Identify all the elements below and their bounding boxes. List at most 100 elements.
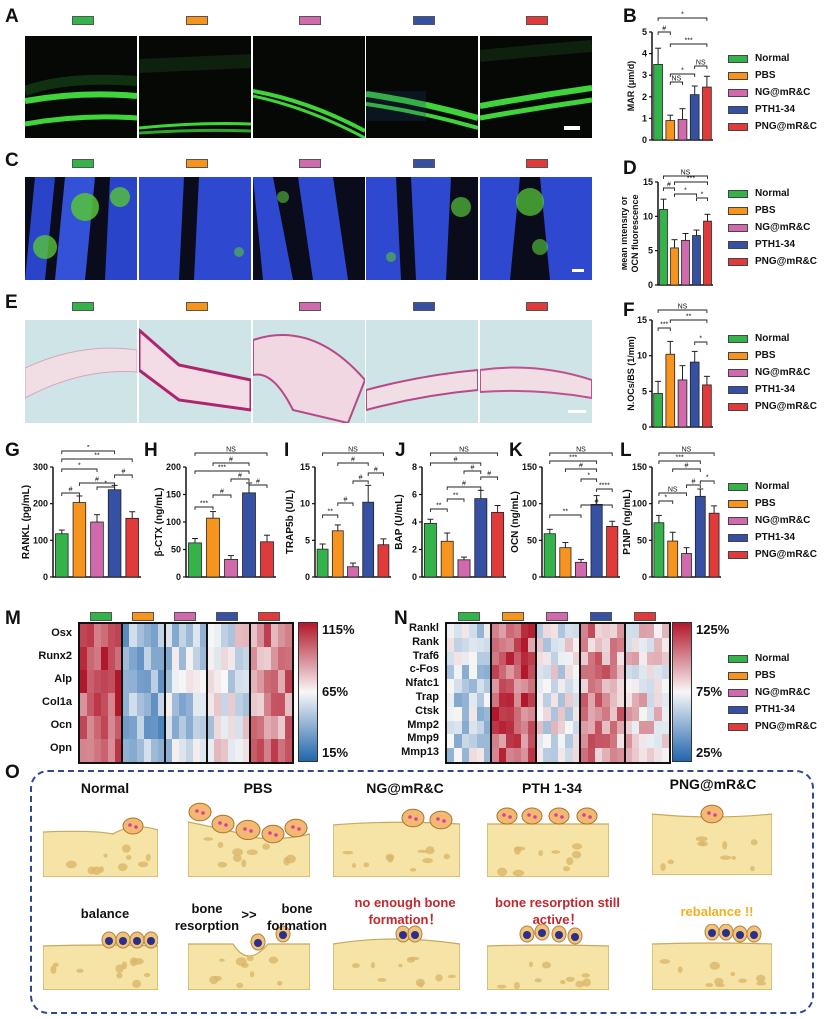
heatmap-cell — [558, 637, 566, 653]
heatmap-cell — [521, 706, 529, 722]
legend-entry: PTH1-34 — [728, 236, 817, 253]
strip-ng — [546, 612, 568, 621]
significance-bracket — [657, 327, 671, 331]
heatmap-cell — [242, 739, 251, 762]
heatmap-cell — [484, 693, 492, 708]
heatmap-cell — [193, 739, 201, 762]
bone-matrix — [652, 813, 772, 875]
heatmap-cell — [87, 624, 95, 648]
heatmap-cell — [617, 637, 626, 653]
heatmap-cell — [550, 637, 559, 653]
heatmap-cell — [178, 739, 187, 762]
heatmap-cell — [609, 693, 618, 708]
y-tick-label: 50 — [171, 545, 181, 555]
heatmap-cell — [249, 624, 258, 648]
bone-pore — [246, 955, 254, 962]
bone-pore — [562, 866, 571, 872]
heatmap-cell — [129, 716, 138, 740]
heatmap-cell — [171, 739, 180, 762]
heatmap-cell — [454, 748, 463, 762]
bone-pore — [538, 850, 543, 857]
bone-pore — [417, 849, 428, 853]
caption-balance: balance — [80, 906, 130, 921]
bone-pore — [705, 982, 714, 988]
heatmap-cell — [595, 720, 603, 735]
y-axis-label: P1NP (ng/mL) — [622, 489, 633, 554]
y-tick-label: 10 — [300, 499, 310, 509]
heatmap-cell — [186, 647, 194, 671]
bone-pore — [262, 843, 270, 850]
heatmap-cell — [270, 716, 279, 740]
bar-pbs — [331, 530, 344, 578]
heatmap-cell — [242, 647, 251, 671]
bone-pore — [217, 861, 228, 868]
micro-e-png — [480, 320, 592, 423]
heatmap-cell — [277, 647, 286, 671]
bone-pore — [76, 968, 84, 973]
significance-label: ** — [563, 509, 569, 516]
y-tick-label: 50 — [527, 535, 537, 545]
strip-pbs — [502, 612, 524, 621]
heatmap-cell — [469, 637, 478, 653]
legend-label: PBS — [755, 350, 776, 361]
bar-pth1-34 — [242, 492, 256, 578]
significance-bracket — [114, 474, 133, 478]
osteoblast-nucleus — [555, 931, 563, 939]
strip-pbs — [186, 159, 208, 168]
bar-png-mr-c — [125, 517, 139, 578]
heatmap-cell — [101, 693, 109, 717]
osteoclast — [235, 819, 261, 841]
heatmap-cell — [528, 637, 537, 653]
heatmap-cell — [632, 748, 640, 762]
heatmap-cell — [646, 706, 655, 722]
osteoclast-nucleus — [297, 827, 301, 831]
heatmap-cell — [624, 734, 633, 749]
heatmap-cell — [242, 716, 251, 740]
heatmap-cell — [565, 665, 574, 680]
significance-label: *** — [200, 501, 208, 508]
heatmap-cell — [108, 716, 116, 740]
bar-normal — [55, 533, 69, 578]
bar-png-mr-c — [703, 220, 712, 286]
heatmap-cell — [200, 693, 208, 717]
y-tick-label: 0 — [176, 572, 181, 582]
scene-pth-top — [487, 807, 609, 877]
bone-pore — [738, 978, 748, 983]
heatmap-cell — [157, 693, 166, 717]
y-tick-label: 0 — [532, 572, 537, 582]
significance-bracket — [699, 480, 715, 484]
significance-label: # — [351, 457, 355, 464]
heatmap-cell — [122, 739, 130, 762]
bone-pore — [103, 853, 108, 858]
significance-label: NS — [226, 447, 236, 454]
heatmap-cell — [143, 693, 152, 717]
heatmap-cell — [447, 706, 455, 722]
heatmap-cell — [528, 651, 537, 666]
heatmap-cell — [94, 739, 102, 762]
heatmap-cell — [654, 624, 663, 639]
bar-png-mr-c — [260, 541, 274, 578]
heatmap-cell — [157, 716, 166, 740]
strip-normal — [458, 612, 480, 621]
heatmap-cell — [528, 679, 537, 694]
legend-swatch — [728, 257, 748, 266]
legend-swatch — [728, 223, 748, 232]
heatmap-cell — [565, 637, 574, 653]
strip-pbs — [186, 16, 208, 25]
heatmap-cell — [476, 665, 485, 680]
heatmap-cell — [284, 670, 292, 694]
scene-pth-bottom — [487, 924, 609, 990]
heatmap-row-label: c-Fos — [409, 663, 439, 676]
heatmap-cell — [214, 693, 222, 717]
bone-pore — [496, 867, 508, 877]
heatmap-cell — [207, 647, 215, 671]
bone-pore — [241, 859, 247, 868]
heatmap-cell — [277, 716, 286, 740]
bar-pth1-34 — [694, 495, 706, 578]
heatmap-n-grid — [445, 622, 671, 764]
heatmap-cell — [528, 748, 537, 762]
heatmap-row-label: Ocn — [50, 718, 72, 731]
legend-label: Normal — [755, 53, 790, 64]
heatmap-cell — [469, 734, 478, 749]
